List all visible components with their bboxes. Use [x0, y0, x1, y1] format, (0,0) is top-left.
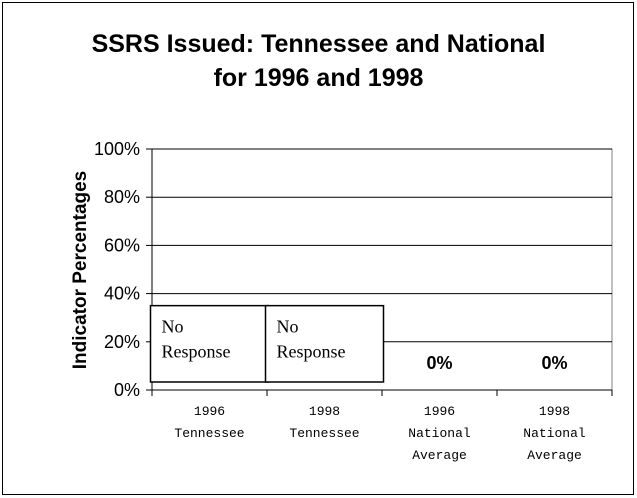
no-response-box — [149, 304, 270, 383]
bar-data-label: 0% — [541, 353, 567, 373]
x-tick-label: Average — [412, 448, 467, 463]
y-tick-label: 60% — [104, 235, 140, 255]
y-tick-label: 0% — [114, 380, 140, 400]
labels: 0% 20% 40% 60% 80% 100% 1996 Tennessee 1998 Tenne… — [94, 139, 586, 463]
y-axis-label: Indicator Percentages — [70, 171, 91, 370]
y-tick-label: 20% — [104, 332, 140, 352]
x-tick-label: Average — [527, 448, 582, 463]
no-response-label: No — [162, 317, 184, 337]
bars — [149, 304, 385, 383]
no-response-label: No — [277, 317, 299, 337]
x-tick-label: Tennessee — [174, 426, 244, 441]
no-response-label: Response — [162, 342, 231, 362]
x-tick-label: 1998 — [309, 404, 340, 419]
y-tick-label: 100% — [94, 139, 140, 159]
no-response-box — [264, 304, 385, 383]
x-tick-label: 1998 — [539, 404, 570, 419]
bar-data-label: 0% — [426, 353, 452, 373]
y-tick-label: 40% — [104, 284, 140, 304]
x-tick-label: Tennessee — [289, 426, 359, 441]
chart-title: SSRS Issued: Tennessee and National — [91, 30, 546, 58]
y-tick-label: 80% — [104, 187, 140, 207]
chart-subtitle: for 1996 and 1998 — [213, 64, 424, 92]
x-tick-label: National — [408, 426, 471, 441]
x-tick-label: 1996 — [194, 404, 225, 419]
x-tick-label: 1996 — [424, 404, 455, 419]
gridlines — [151, 148, 613, 391]
x-tick-label: National — [523, 426, 586, 441]
no-response-label: Response — [277, 342, 346, 362]
